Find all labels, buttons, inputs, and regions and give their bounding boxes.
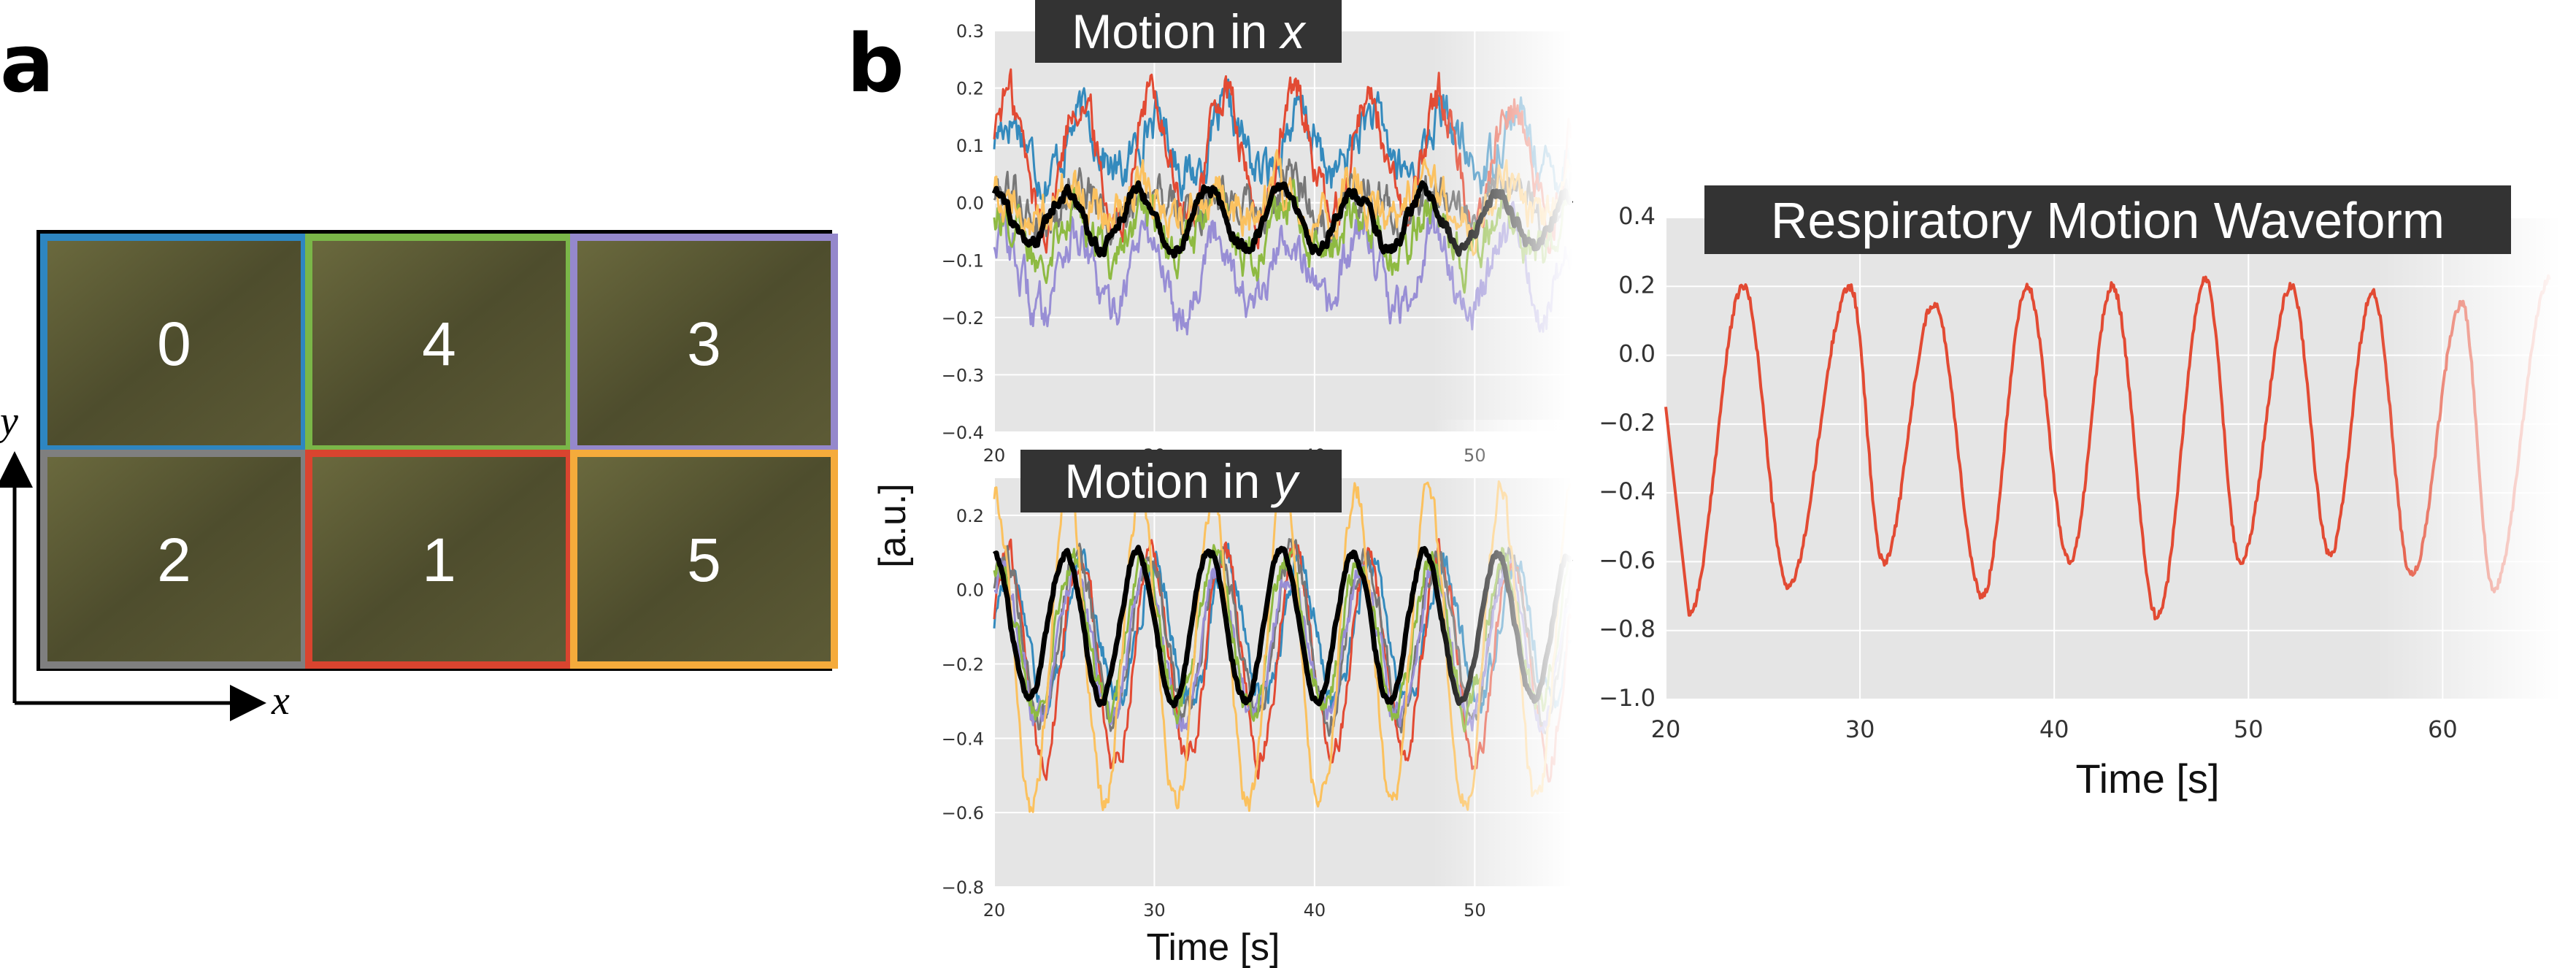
x-tick-label: 30 <box>1143 900 1166 921</box>
tile-5-border <box>570 450 838 669</box>
chart-title-text: Motion in <box>1072 4 1280 58</box>
fade-overlay <box>1432 0 1572 439</box>
x-tick-label: 50 <box>2234 715 2264 743</box>
x-tick-label: 20 <box>1651 715 1681 743</box>
panel-a: a 0 2 4 1 3 5 x y <box>0 17 838 723</box>
tile-5: 5 <box>570 450 838 669</box>
y-tick-label: 0.0 <box>956 193 984 214</box>
y-tick-label: −0.4 <box>1599 477 1656 505</box>
tile-4: 4 <box>305 234 573 453</box>
chart-title: Respiratory Motion Waveform <box>1771 192 2445 249</box>
chart-title-box <box>1704 185 2511 254</box>
tile-0-number: 0 <box>157 310 191 378</box>
y-tick-label: 0.4 <box>1618 202 1656 230</box>
tile-grid: 0 2 4 1 3 5 <box>40 234 838 669</box>
y-tick-label: 0.1 <box>956 136 984 156</box>
chart-title: Motion in y <box>1064 454 1300 508</box>
y-tick-label: −0.2 <box>942 308 984 329</box>
y-tick-label: −0.8 <box>942 877 984 898</box>
chart-motion-x: 0.30.20.10.0−0.1−0.2−0.3−0.420304050Moti… <box>942 0 1574 466</box>
y-tick-label: −0.1 <box>942 250 984 271</box>
x-tick-label: 20 <box>983 445 1006 466</box>
chart-title-variable: y <box>1271 454 1301 508</box>
y-tick-label: 0.2 <box>956 506 984 526</box>
y-tick-label: 0.2 <box>1618 271 1656 299</box>
y-tick-label: 0.0 <box>956 580 984 601</box>
x-tick-label: 30 <box>1845 715 1875 743</box>
tile-5-number: 5 <box>687 526 721 594</box>
tile-3-number: 3 <box>687 310 721 378</box>
tile-1: 1 <box>305 450 573 669</box>
x-tick-label: 20 <box>983 900 1006 921</box>
y-tick-label: −0.6 <box>1599 546 1656 574</box>
x-tick-label: 60 <box>2428 715 2458 743</box>
chart-title-box <box>1020 450 1342 512</box>
tile-1-border <box>305 450 573 669</box>
y-tick-label: −1.0 <box>1599 684 1656 712</box>
tile-4-border <box>305 234 573 453</box>
chart-title: Motion in x <box>1072 4 1306 58</box>
panel-a-letter: a <box>0 17 54 110</box>
tile-3-border <box>570 234 838 453</box>
tile-1-number: 1 <box>422 526 456 594</box>
y-tick-label: 0.3 <box>956 21 984 42</box>
tile-2-border <box>40 450 308 669</box>
y-tick-label: −0.2 <box>1599 409 1656 437</box>
shared-y-axis-label: [a.u.] <box>872 483 914 568</box>
chart-title-variable: x <box>1279 4 1307 58</box>
y-tick-label: −0.3 <box>942 365 984 385</box>
tile-0-border <box>40 234 308 453</box>
tile-4-number: 4 <box>422 310 456 378</box>
x-tick-label: 50 <box>1464 900 1486 921</box>
x-axis-title: Time [s] <box>1147 926 1280 968</box>
chart-title-text: Motion in <box>1064 454 1273 508</box>
chart-title-box <box>1035 0 1342 63</box>
y-tick-label: 0.0 <box>1618 340 1656 368</box>
y-tick-label: −0.6 <box>942 803 984 823</box>
x-axis-title: Time [s] <box>2075 756 2219 802</box>
y-tick-label: 0.2 <box>956 79 984 99</box>
y-tick-label: −0.4 <box>942 423 984 443</box>
x-axis-label: x <box>271 678 290 723</box>
y-tick-label: −0.4 <box>942 729 984 749</box>
chart-title-text: Respiratory Motion Waveform <box>1771 192 2445 249</box>
y-tick-label: −0.8 <box>1599 615 1656 643</box>
y-tick-label: −0.2 <box>942 655 984 675</box>
x-tick-label: 40 <box>1304 900 1326 921</box>
panel-b: b [a.u.] 0.30.20.10.0−0.1−0.2−0.3−0.4203… <box>847 0 2561 968</box>
x-tick-label: 40 <box>2039 715 2069 743</box>
tile-2-number: 2 <box>157 526 191 594</box>
tile-3: 3 <box>570 234 838 453</box>
fade-overlay <box>1432 420 1572 894</box>
panel-b-letter: b <box>847 17 904 110</box>
tile-2: 2 <box>40 450 308 669</box>
chart-respiratory-waveform: 0.4 0.2 0.0 −0.2 −0.4 −0.6 −0.8 −1.0 20 30 40 50 60 R… <box>1599 159 2561 802</box>
tile-0: 0 <box>40 234 308 453</box>
y-axis-label: y <box>0 399 18 444</box>
